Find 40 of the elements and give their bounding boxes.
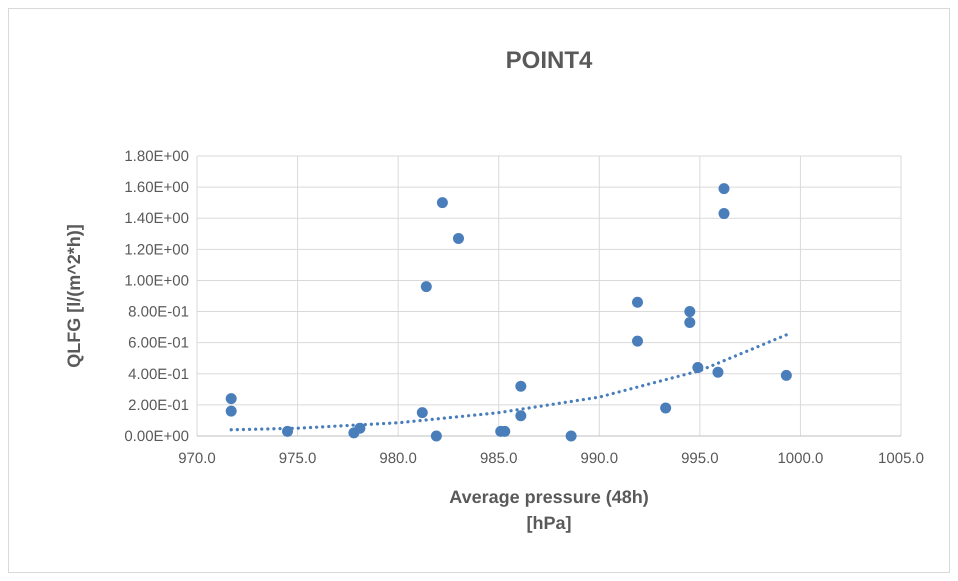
- x-tick-label: 1000.0: [777, 450, 824, 467]
- point: [430, 430, 442, 442]
- y-tick-label: 1.20E+00: [124, 241, 189, 258]
- y-tick-label: 1.80E+00: [124, 148, 189, 165]
- x-tick-label: 990.0: [580, 450, 618, 467]
- point: [226, 393, 237, 404]
- x-tick-label: 995.0: [681, 450, 719, 467]
- x-tick-label: 985.0: [480, 450, 518, 467]
- point: [684, 306, 696, 318]
- x-tick-label: 980.0: [379, 450, 417, 467]
- x-tick-label: 975.0: [278, 450, 316, 467]
- point: [226, 406, 237, 417]
- y-tick-label: 0.00E+00: [124, 428, 189, 445]
- y-tick-label: 1.00E+00: [124, 272, 189, 290]
- point: [718, 183, 730, 194]
- point: [420, 281, 432, 292]
- point: [515, 410, 526, 422]
- x-tick-label: 1005.0: [878, 450, 924, 467]
- point: [632, 296, 644, 308]
- point: [660, 402, 672, 414]
- point: [452, 232, 464, 244]
- x-tick-label: 970.0: [178, 450, 216, 467]
- y-tick-label: 1.40E+00: [124, 210, 189, 228]
- y-tick-label: 4.00E-01: [128, 366, 189, 383]
- y-tick-label: 8.00E-01: [128, 304, 189, 321]
- point: [515, 380, 526, 392]
- point: [416, 407, 428, 418]
- point: [436, 197, 448, 208]
- point: [566, 430, 577, 442]
- y-tick-label: 6.00E-01: [128, 334, 189, 352]
- y-axis-title: QLFG [l/(m^2*h)]: [64, 224, 84, 368]
- point: [780, 370, 792, 381]
- point: [632, 336, 644, 347]
- chart-title: POINT4: [506, 47, 593, 74]
- point: [718, 208, 730, 220]
- point: [684, 316, 696, 328]
- y-tick-label: 1.60E+00: [124, 179, 189, 196]
- x-axis-title: Average pressure (48h) [hPa]: [449, 487, 649, 533]
- point: [712, 366, 724, 378]
- y-tick-label: 2.00E-01: [128, 396, 189, 414]
